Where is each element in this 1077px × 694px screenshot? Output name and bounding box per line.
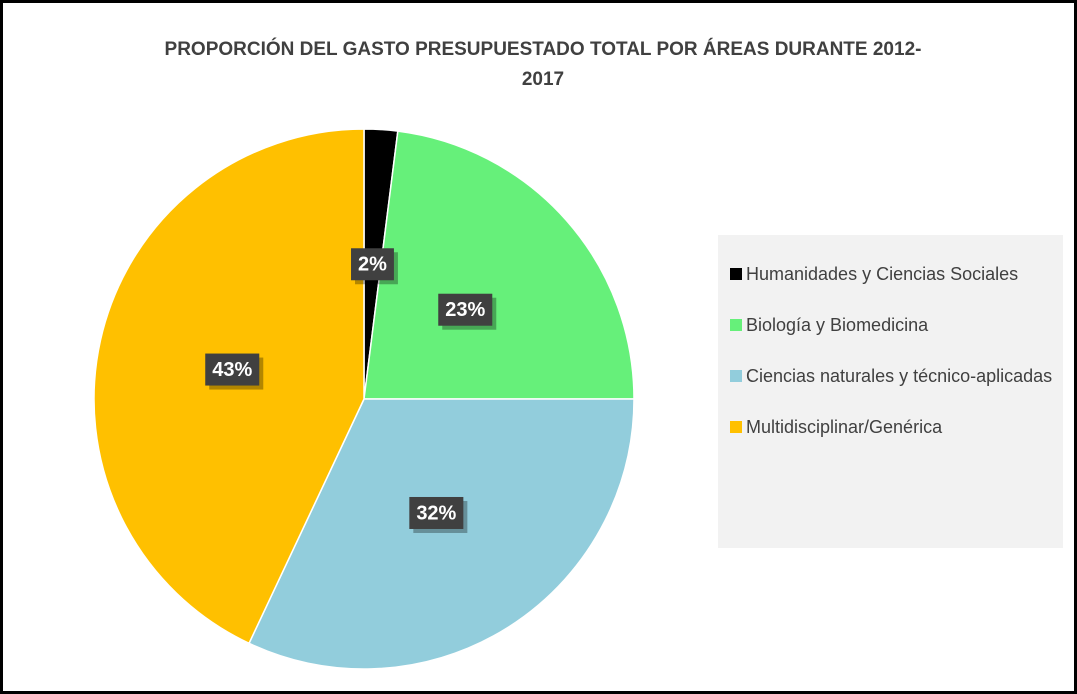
data-label-box	[438, 293, 493, 326]
legend-swatch	[730, 421, 742, 433]
legend-item: Ciencias naturales y técnico-aplicadas	[730, 363, 1053, 389]
legend-swatch	[730, 268, 742, 280]
pie-slice	[363, 130, 635, 400]
data-label-box	[205, 353, 260, 386]
legend-item: Humanidades y Ciencias Sociales	[730, 261, 1053, 287]
legend-item: Biología y Biomedicina	[730, 312, 1053, 338]
pie-slice	[248, 398, 635, 670]
legend-label: Humanidades y Ciencias Sociales	[746, 264, 1019, 284]
data-label: 23%	[445, 299, 485, 321]
legend-swatch	[730, 319, 742, 331]
data-label-group: 43%	[205, 353, 264, 390]
legend: Humanidades y Ciencias Sociales Biología …	[718, 235, 1063, 548]
data-label-group: 23%	[438, 293, 497, 330]
legend-swatch	[730, 370, 742, 382]
legend-label: Ciencias naturales y técnico-aplicadas	[746, 366, 1053, 386]
data-label: 43%	[212, 359, 252, 381]
legend-label: Biología y Biomedicina	[746, 315, 929, 335]
data-label-box	[351, 248, 394, 281]
data-label-group: 2%	[351, 248, 398, 285]
pie-slice	[93, 128, 365, 645]
chart-title: PROPORCIÓN DEL GASTO PRESUPUESTADO TOTAL…	[164, 39, 922, 90]
pie-area: 2% 23% 32% 43%	[93, 128, 635, 670]
data-label: 32%	[416, 502, 456, 524]
legend-item: Multidisciplinar/Genérica	[730, 414, 1053, 440]
data-label: 2%	[358, 254, 387, 276]
data-label-box	[409, 496, 464, 529]
legend-label: Multidisciplinar/Genérica	[746, 417, 943, 437]
data-label-group: 32%	[409, 496, 468, 533]
